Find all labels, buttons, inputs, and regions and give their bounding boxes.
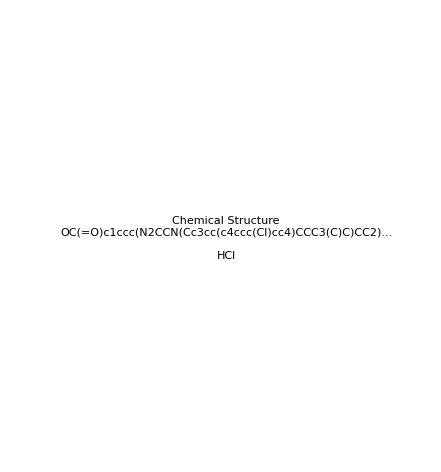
Text: Chemical Structure
OC(=O)c1ccc(N2CCN(Cc3cc(c4ccc(Cl)cc4)CCC3(C)C)CC2)...

HCl: Chemical Structure OC(=O)c1ccc(N2CCN(Cc3… (60, 216, 392, 261)
